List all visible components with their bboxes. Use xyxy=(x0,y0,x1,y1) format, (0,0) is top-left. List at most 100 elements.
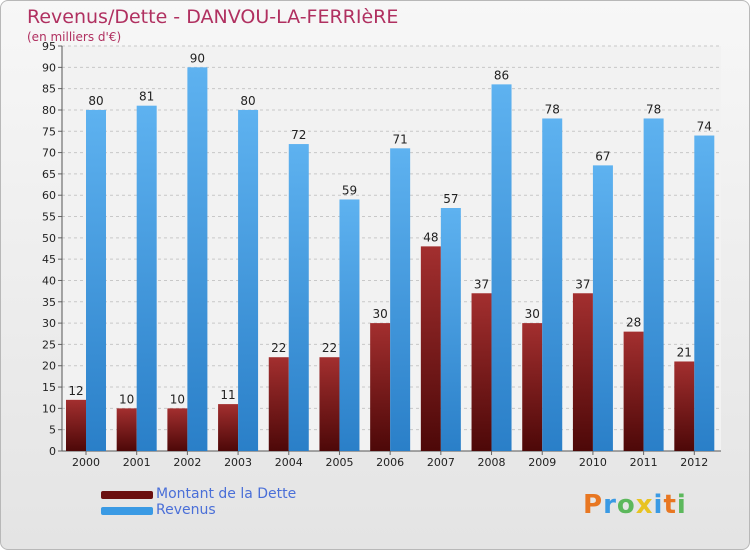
bar-revenue xyxy=(238,109,259,452)
data-label-revenue: 78 xyxy=(646,102,661,116)
data-label-debt: 21 xyxy=(677,345,692,359)
proxiti-logo: Proxiti xyxy=(583,490,687,520)
legend-swatch-revenue xyxy=(101,507,153,515)
data-label-debt: 22 xyxy=(322,341,337,355)
data-label-debt: 10 xyxy=(119,392,134,406)
legend-label-revenue: Revenus xyxy=(156,502,216,518)
x-tick-label: 2007 xyxy=(427,456,455,469)
x-tick-label: 2004 xyxy=(275,456,303,469)
bar-revenue xyxy=(187,67,208,451)
legend-swatch-debt xyxy=(101,491,153,499)
bar-debt xyxy=(167,408,188,451)
y-tick-label: 20 xyxy=(42,360,56,373)
y-tick-label: 85 xyxy=(42,83,56,96)
x-tick-label: 2008 xyxy=(478,456,506,469)
y-tick-label: 70 xyxy=(42,147,56,160)
bar-revenue xyxy=(288,144,309,452)
data-label-revenue: 71 xyxy=(393,132,408,146)
chart-title: Revenus/Dette - DANVOU-LA-FERRIèRE xyxy=(27,6,399,28)
bar-revenue xyxy=(491,84,512,452)
bar-revenue xyxy=(86,109,106,452)
bar-debt xyxy=(370,323,391,451)
y-tick-label: 80 xyxy=(42,104,56,117)
logo-letter: i xyxy=(653,490,664,520)
y-tick-label: 15 xyxy=(42,381,56,394)
x-tick-label: 2000 xyxy=(72,456,100,469)
x-tick-label: 2012 xyxy=(680,456,708,469)
y-tick-label: 90 xyxy=(42,61,56,74)
x-tick-label: 2010 xyxy=(579,456,607,469)
data-label-debt: 10 xyxy=(170,392,185,406)
data-label-revenue: 90 xyxy=(190,51,205,65)
y-tick-label: 30 xyxy=(42,317,56,330)
y-tick-label: 65 xyxy=(42,168,56,181)
bar-revenue xyxy=(136,105,157,452)
data-label-revenue: 74 xyxy=(697,120,712,134)
bar-debt xyxy=(420,246,441,451)
bar-revenue xyxy=(592,165,613,452)
logo-letter: x xyxy=(635,490,654,520)
y-tick-label: 45 xyxy=(42,253,56,266)
data-label-debt: 11 xyxy=(220,388,235,402)
logo-letter: r xyxy=(603,490,617,520)
data-label-revenue: 72 xyxy=(291,128,306,142)
bar-revenue xyxy=(542,118,563,451)
bar-debt xyxy=(66,399,86,451)
data-label-debt: 48 xyxy=(423,230,438,244)
bar-debt xyxy=(471,293,492,451)
x-tick-label: 2005 xyxy=(325,456,353,469)
y-tick-label: 50 xyxy=(42,232,56,245)
data-label-revenue: 81 xyxy=(139,90,154,104)
x-tick-label: 2009 xyxy=(528,456,556,469)
x-tick-label: 2006 xyxy=(376,456,404,469)
data-label-debt: 30 xyxy=(373,307,388,321)
legend-label-debt: Montant de la Dette xyxy=(156,486,297,502)
bar-debt xyxy=(319,357,340,451)
x-tick-label: 2002 xyxy=(173,456,201,469)
y-tick-label: 0 xyxy=(49,445,56,458)
bar-revenue xyxy=(440,208,461,451)
y-tick-label: 5 xyxy=(49,424,56,437)
data-label-debt: 30 xyxy=(525,307,540,321)
data-label-revenue: 67 xyxy=(595,149,610,163)
bar-revenue xyxy=(390,148,411,451)
data-label-debt: 28 xyxy=(626,316,641,330)
x-tick-label: 2003 xyxy=(224,456,252,469)
bar-debt xyxy=(522,323,543,451)
y-tick-label: 95 xyxy=(42,40,56,53)
data-label-debt: 12 xyxy=(68,384,83,398)
y-tick-label: 10 xyxy=(42,402,56,415)
y-tick-label: 25 xyxy=(42,338,56,351)
bar-revenue xyxy=(694,135,715,452)
x-tick-label: 2011 xyxy=(630,456,658,469)
data-label-revenue: 57 xyxy=(443,192,458,206)
data-label-revenue: 78 xyxy=(545,102,560,116)
bar-debt xyxy=(218,404,239,451)
bar-debt xyxy=(268,357,289,451)
bar-debt xyxy=(572,293,593,451)
logo-letter: t xyxy=(663,490,677,520)
data-label-revenue: 80 xyxy=(240,94,255,108)
bar-debt xyxy=(674,361,695,451)
data-label-revenue: 86 xyxy=(494,68,509,82)
y-tick-label: 60 xyxy=(42,189,56,202)
x-tick-label: 2001 xyxy=(123,456,151,469)
bar-revenue xyxy=(643,118,664,451)
data-label-debt: 37 xyxy=(575,277,590,291)
logo-letter: P xyxy=(583,490,604,520)
data-label-revenue: 80 xyxy=(88,94,103,108)
y-tick-label: 35 xyxy=(42,296,56,309)
logo-letter: i xyxy=(676,490,687,520)
data-label-debt: 22 xyxy=(271,341,286,355)
bar-revenue xyxy=(339,199,360,451)
y-tick-label: 55 xyxy=(42,211,56,224)
data-label-revenue: 59 xyxy=(342,183,357,197)
bar-debt xyxy=(623,331,644,451)
bar-debt xyxy=(116,408,137,451)
logo-letter: o xyxy=(616,490,636,520)
y-tick-label: 40 xyxy=(42,274,56,287)
data-label-debt: 37 xyxy=(474,277,489,291)
chart-subtitle: (en milliers d'€) xyxy=(27,30,122,44)
